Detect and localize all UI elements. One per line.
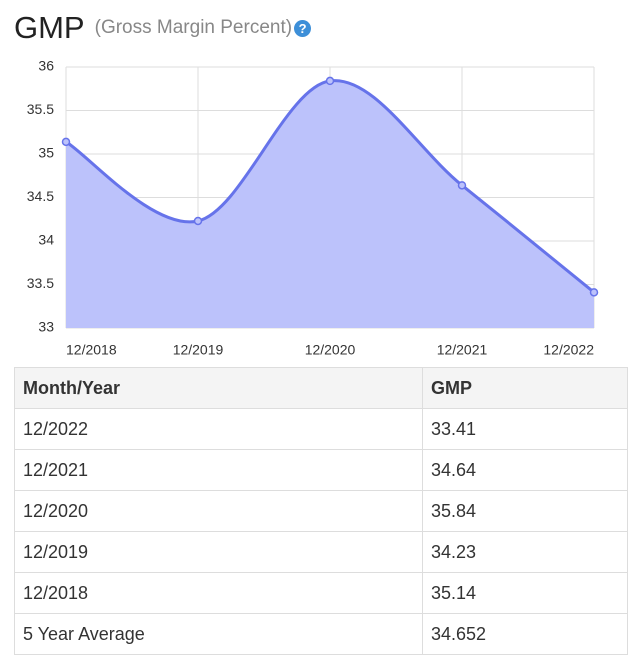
- table-row: 12/2020 35.84: [14, 490, 628, 532]
- table-cell: 34.23: [422, 531, 628, 573]
- point: [61, 137, 71, 147]
- data-table: Month/Year GMP 12/2022 33.41 12/2021 34.64 12…: [14, 367, 628, 655]
- table-cell: 12/2021: [14, 449, 423, 491]
- table-row: 12/2018 35.14: [14, 572, 628, 614]
- table-cell: 12/2019: [14, 531, 423, 573]
- area: [66, 80, 594, 328]
- table-row: 12/2021 34.64: [14, 449, 628, 491]
- table-cell: 34.64: [422, 449, 628, 491]
- table-cell: 35.84: [422, 490, 628, 532]
- x-tick-label: 12/2022: [543, 342, 594, 358]
- y-tick-label: 33: [38, 319, 54, 335]
- y-tick-label: 36: [38, 58, 54, 74]
- point: [325, 76, 335, 86]
- table-cell: 5 Year Average: [14, 613, 423, 655]
- table-row: 12/2022 33.41: [14, 408, 628, 450]
- table-cell: 33.41: [422, 408, 628, 450]
- table-cell: 35.14: [422, 572, 628, 614]
- chart: 33 33.5 34 34.5 35 35.5 36 12/2018 12/2019 12/202…: [27, 58, 599, 358]
- header-row: Month/Year GMP: [14, 367, 628, 409]
- y-tick-label: 34.5: [27, 188, 54, 204]
- subtitle: (Gross Margin Percent): [94, 17, 293, 38]
- table-cell: 12/2018: [14, 572, 423, 614]
- header: GMP (Gross Margin Percent) ?: [14, 8, 312, 48]
- column-header: Month/Year: [14, 367, 423, 409]
- x-tick-label: 12/2019: [173, 342, 224, 358]
- column-header: GMP: [422, 367, 628, 409]
- y-tick-label: 33.5: [27, 275, 54, 291]
- y-tick-label: 35.5: [27, 101, 54, 117]
- y-tick-label: 34: [38, 232, 54, 248]
- table-cell: 12/2020: [14, 490, 423, 532]
- x-tick-label: 12/2020: [305, 342, 356, 358]
- point: [589, 288, 599, 297]
- table-cell: 34.652: [422, 613, 628, 655]
- point: [193, 216, 203, 226]
- y-tick-label: 35: [38, 145, 54, 161]
- point: [457, 181, 467, 190]
- help-icon[interactable]: ?: [294, 19, 312, 37]
- table-row: 5 Year Average 34.652: [14, 613, 628, 655]
- x-tick-label: 12/2018: [66, 342, 117, 358]
- title: GMP: [14, 10, 85, 45]
- table-row: 12/2019 34.23: [14, 531, 628, 573]
- x-tick-label: 12/2021: [437, 342, 488, 358]
- table-body: 12/2022 33.41 12/2021 34.64 12/2020 35.84 12/2…: [14, 408, 628, 655]
- table-cell: 12/2022: [14, 408, 423, 450]
